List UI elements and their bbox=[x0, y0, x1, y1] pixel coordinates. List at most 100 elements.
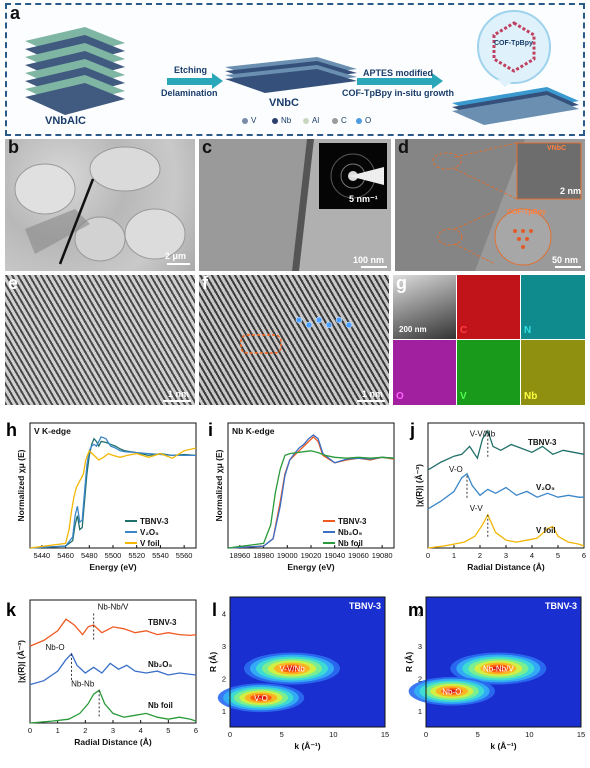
vnbalc-label: VNbAlC bbox=[45, 115, 86, 127]
x-tick-label: 6 bbox=[582, 551, 586, 560]
series-line-0 bbox=[29, 618, 197, 647]
panel-e-scale: 1 nm bbox=[168, 389, 190, 399]
panel-d-scale: 50 nm bbox=[552, 255, 579, 265]
panel-f: f 1 nm bbox=[199, 273, 389, 405]
x-tick-label: 1 bbox=[452, 551, 456, 560]
arrow-etching bbox=[167, 73, 223, 89]
map-v-label: V bbox=[460, 391, 467, 402]
series-label: TBNV-3 bbox=[148, 618, 177, 627]
x-tick-label: 2 bbox=[83, 726, 87, 735]
panel-g-scale: 200 nm bbox=[399, 325, 427, 334]
x-tick-label: 15 bbox=[381, 730, 389, 739]
x-tick-label: 1 bbox=[56, 726, 60, 735]
x-axis-label: Energy (eV) bbox=[287, 562, 334, 572]
x-tick-label: 5 bbox=[166, 726, 170, 735]
annotation-label: Nb-Nb bbox=[71, 679, 95, 688]
x-tick-label: 0 bbox=[426, 551, 430, 560]
x-axis-label: Energy (eV) bbox=[89, 562, 136, 572]
series-line-2 bbox=[29, 447, 197, 549]
chart-l-letter: l bbox=[212, 600, 217, 620]
panel-d-cof-tag: COF-TpBpy bbox=[507, 209, 546, 216]
annotation-label: V-V bbox=[470, 504, 484, 513]
panel-c-scale: 100 nm bbox=[353, 255, 385, 265]
chart-title: TBNV-3 bbox=[545, 601, 577, 611]
x-tick-label: 15 bbox=[577, 730, 585, 739]
y-tick-label: 2 bbox=[418, 674, 422, 683]
y-tick-label: 1 bbox=[222, 707, 226, 716]
series-line-0 bbox=[227, 435, 395, 549]
legend-nb: Nb bbox=[281, 116, 292, 125]
x-tick-label: 4 bbox=[530, 551, 534, 560]
chart-j-letter: j bbox=[409, 420, 415, 440]
chart-i-letter: i bbox=[208, 420, 213, 440]
y-tick-label: 3 bbox=[418, 642, 422, 651]
map-n bbox=[521, 275, 585, 339]
annotation-label: Nb-Nb/V bbox=[98, 603, 129, 612]
vnbc-sheet-graphic bbox=[225, 57, 357, 93]
x-tick-label: 5480 bbox=[81, 551, 98, 560]
y-tick-label: 4 bbox=[418, 609, 422, 618]
legend-entry: TBNV-3 bbox=[140, 517, 169, 526]
panel-a-schematic bbox=[25, 10, 579, 125]
series-line-0 bbox=[427, 429, 585, 471]
cof-growth-label: COF-TpBpy in-situ growth bbox=[342, 88, 454, 98]
x-tick-label: 19060 bbox=[348, 551, 369, 560]
panel-g: g 200 nm C N O V Nb bbox=[393, 273, 585, 405]
panel-g-letter: g bbox=[396, 273, 407, 293]
legend-entry: Nb foil bbox=[338, 539, 363, 548]
plot-frame bbox=[427, 422, 585, 549]
legend-v: V bbox=[251, 116, 257, 125]
map-o bbox=[393, 340, 456, 405]
x-tick-label: 5440 bbox=[34, 551, 51, 560]
panel-c-inset-scale: 5 nm⁻¹ bbox=[349, 194, 378, 204]
panel-f-letter: f bbox=[202, 273, 208, 293]
y-tick-label: 3 bbox=[222, 642, 226, 651]
series-line-1 bbox=[227, 434, 395, 549]
heatmap-contour bbox=[286, 666, 298, 671]
panel-e: e 1 nm bbox=[5, 273, 195, 405]
panel-a: a bbox=[5, 3, 585, 136]
legend-al: Al bbox=[312, 116, 320, 125]
cof-bubble-label: COF-TpBpy bbox=[494, 40, 533, 47]
legend-entry: TBNV-3 bbox=[338, 517, 367, 526]
etching-label: Etching bbox=[174, 65, 207, 75]
series-label: TBNV-3 bbox=[528, 438, 557, 447]
chart-k: k 0 1 2 3 4 5 6 Radial Distance (Å) |χ(R)| (Å⁻³) T… bbox=[6, 599, 198, 747]
y-axis-label: R (Å) bbox=[404, 652, 414, 672]
peak-label: Nb-O bbox=[442, 687, 461, 696]
map-v bbox=[457, 340, 520, 405]
y-axis-label: Normalized χμ (E) bbox=[214, 449, 224, 521]
heatmap-contour bbox=[492, 666, 505, 671]
series-label: Nb foil bbox=[148, 701, 173, 710]
chart-m-letter: m bbox=[408, 600, 424, 620]
annotation-label: Nb-O bbox=[46, 643, 65, 652]
x-tick-label: 10 bbox=[329, 730, 337, 739]
panel-b: b 2 μm bbox=[5, 137, 195, 271]
x-axis-label: k (Å⁻¹) bbox=[490, 741, 516, 751]
x-tick-label: 19040 bbox=[324, 551, 345, 560]
chart-m: m Nb-Nb/V Nb-O 0 5 10 15 1 2 3 4 k (Å⁻¹) R (Å) TBNV-3 bbox=[404, 596, 585, 751]
x-tick-label: 5560 bbox=[176, 551, 193, 560]
annotation-label: V-V/Nb bbox=[470, 430, 496, 439]
panel-b-letter: b bbox=[8, 137, 19, 157]
vnbc-label: VNbC bbox=[269, 97, 299, 109]
x-axis-label: Radial Distance (Å) bbox=[74, 737, 152, 747]
x-axis-label: Radial Distance (Å) bbox=[467, 562, 545, 572]
map-n-label: N bbox=[524, 325, 532, 336]
map-o-label: O bbox=[396, 391, 404, 402]
chart-i: i 18960 18980 19000 19020 19040 19060 19080 Ener… bbox=[208, 420, 395, 572]
legend-o: O bbox=[365, 116, 372, 125]
y-axis-label: |χ(R)| (Å⁻³) bbox=[414, 464, 424, 507]
y-tick-label: 1 bbox=[418, 707, 422, 716]
vnbalc-stack-graphic bbox=[25, 27, 125, 115]
panel-b-scale: 2 μm bbox=[165, 251, 187, 261]
plot-frame bbox=[425, 596, 582, 728]
chart-title: Nb K-edge bbox=[232, 426, 275, 436]
x-tick-label: 2 bbox=[478, 551, 482, 560]
cof-bubble-graphic bbox=[477, 10, 551, 87]
peak-label: V-V/Nb bbox=[279, 665, 305, 674]
x-tick-label: 0 bbox=[424, 730, 428, 739]
plot-frame bbox=[227, 422, 395, 549]
panel-d-image bbox=[395, 139, 585, 271]
